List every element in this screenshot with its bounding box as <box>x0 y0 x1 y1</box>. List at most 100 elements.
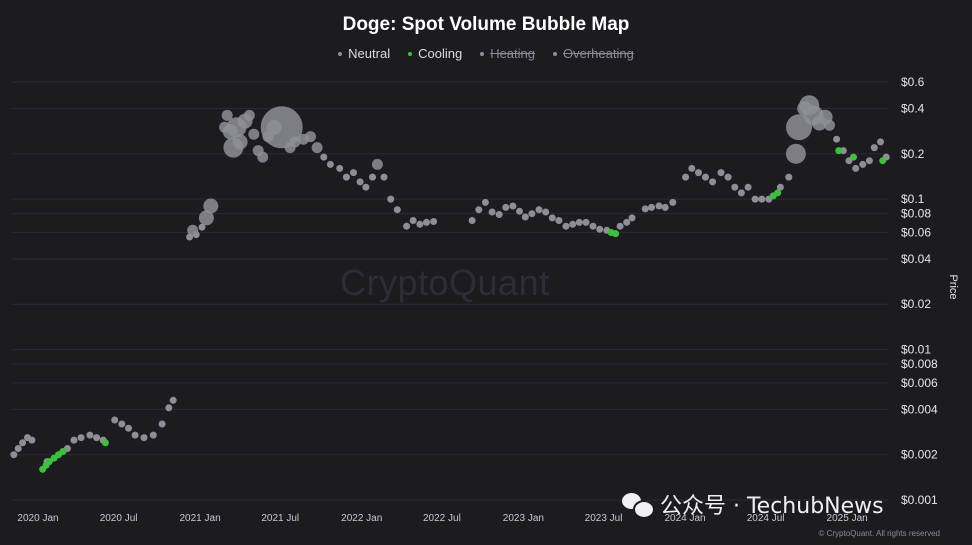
bubble-neutral[interactable] <box>165 404 173 412</box>
bubble-neutral[interactable] <box>695 169 702 177</box>
bubble-neutral[interactable] <box>682 173 690 181</box>
bubble-neutral[interactable] <box>521 213 529 221</box>
bubble-neutral[interactable] <box>785 143 806 164</box>
bubble-neutral[interactable] <box>362 183 370 191</box>
bubble-neutral[interactable] <box>688 164 696 172</box>
bubble-cooling[interactable] <box>59 448 67 455</box>
bubble-neutral[interactable] <box>744 183 752 191</box>
bubble-neutral[interactable] <box>326 160 334 168</box>
bubble-neutral[interactable] <box>509 202 517 210</box>
bubble-neutral[interactable] <box>628 214 636 222</box>
bubble-neutral[interactable] <box>758 195 766 203</box>
legend-item-neutral[interactable]: Neutral <box>338 46 390 61</box>
bubble-neutral[interactable] <box>548 214 556 222</box>
bubble-neutral[interactable] <box>149 431 157 439</box>
bubble-cooling[interactable] <box>612 230 620 238</box>
bubble-neutral[interactable] <box>203 198 219 214</box>
bubble-neutral[interactable] <box>416 220 424 228</box>
bubble-neutral[interactable] <box>19 439 27 447</box>
bubble-neutral[interactable] <box>356 178 364 186</box>
bubble-neutral[interactable] <box>785 173 793 181</box>
bubble-neutral[interactable] <box>555 217 563 224</box>
bubble-neutral[interactable] <box>403 222 411 230</box>
bubble-neutral[interactable] <box>655 202 663 210</box>
bubble-neutral[interactable] <box>528 210 536 218</box>
bubble-neutral[interactable] <box>198 210 214 226</box>
bubble-neutral[interactable] <box>751 195 759 203</box>
bubble-neutral[interactable] <box>824 119 835 131</box>
bubble-neutral[interactable] <box>575 218 583 226</box>
bubble-neutral[interactable] <box>369 173 376 181</box>
bubble-neutral[interactable] <box>86 431 94 439</box>
bubble-neutral[interactable] <box>387 195 395 203</box>
bubble-neutral[interactable] <box>28 436 36 444</box>
bubble-neutral[interactable] <box>192 231 200 239</box>
bubble-neutral[interactable] <box>409 217 417 224</box>
bubble-neutral[interactable] <box>731 183 739 191</box>
bubble-neutral[interactable] <box>221 109 233 121</box>
bubble-neutral[interactable] <box>669 198 677 206</box>
bubble-neutral[interactable] <box>516 207 523 215</box>
bubble-neutral[interactable] <box>468 217 476 224</box>
bubble-neutral[interactable] <box>648 203 655 211</box>
bubble-neutral[interactable] <box>582 218 590 226</box>
bubble-neutral[interactable] <box>702 173 709 181</box>
bubble-cooling[interactable] <box>879 157 887 165</box>
bubble-cooling[interactable] <box>774 189 782 197</box>
legend-item-heating[interactable]: Heating <box>480 46 535 61</box>
bubble-neutral[interactable] <box>495 211 503 218</box>
bubble-neutral[interactable] <box>10 451 18 459</box>
bubble-neutral[interactable] <box>852 164 860 172</box>
bubble-neutral[interactable] <box>724 173 732 181</box>
bubble-neutral[interactable] <box>859 160 867 168</box>
bubble-neutral[interactable] <box>833 135 841 143</box>
bubble-neutral[interactable] <box>371 158 383 170</box>
bubble-neutral[interactable] <box>140 434 148 442</box>
bubble-neutral[interactable] <box>423 218 430 226</box>
bubble-neutral[interactable] <box>776 183 784 191</box>
bubble-neutral[interactable] <box>589 222 597 230</box>
bubble-neutral[interactable] <box>350 169 357 177</box>
bubble-neutral[interactable] <box>542 208 550 216</box>
bubble-neutral[interactable] <box>616 222 624 230</box>
bubble-neutral[interactable] <box>569 220 577 228</box>
bubble-neutral[interactable] <box>535 206 543 214</box>
bubble-neutral[interactable] <box>111 416 119 424</box>
bubble-neutral[interactable] <box>502 203 510 211</box>
bubble-neutral[interactable] <box>475 206 483 214</box>
legend-item-cooling[interactable]: Cooling <box>408 46 462 61</box>
bubble-neutral[interactable] <box>393 206 401 214</box>
bubble-neutral[interactable] <box>342 173 350 181</box>
bubble-neutral[interactable] <box>70 436 78 444</box>
bubble-neutral[interactable] <box>257 151 269 163</box>
bubble-neutral[interactable] <box>198 223 206 231</box>
bubble-neutral[interactable] <box>77 434 85 442</box>
bubble-neutral[interactable] <box>877 138 884 146</box>
bubble-neutral[interactable] <box>870 144 878 152</box>
bubble-neutral[interactable] <box>641 205 649 213</box>
bubble-neutral[interactable] <box>93 434 101 442</box>
bubble-neutral[interactable] <box>623 218 631 226</box>
bubble-neutral[interactable] <box>169 396 177 404</box>
bubble-neutral[interactable] <box>709 178 717 186</box>
bubble-neutral[interactable] <box>717 169 725 177</box>
bubble-neutral[interactable] <box>336 164 344 172</box>
bubble-neutral[interactable] <box>481 198 489 206</box>
bubble-neutral[interactable] <box>14 445 22 452</box>
bubble-cooling[interactable] <box>101 439 109 447</box>
bubble-neutral[interactable] <box>243 109 255 121</box>
bubble-cooling[interactable] <box>45 458 53 466</box>
bubble-neutral[interactable] <box>661 203 669 211</box>
bubble-neutral[interactable] <box>232 134 248 150</box>
bubble-neutral[interactable] <box>125 424 132 432</box>
bubble-neutral[interactable] <box>380 173 388 181</box>
bubble-cooling[interactable] <box>835 147 843 155</box>
bubble-neutral[interactable] <box>311 142 323 154</box>
bubble-neutral[interactable] <box>596 225 604 233</box>
bubble-neutral[interactable] <box>118 420 126 428</box>
bubble-neutral[interactable] <box>305 131 316 143</box>
bubble-neutral[interactable] <box>488 208 496 216</box>
legend-item-overheating[interactable]: Overheating <box>553 46 634 61</box>
bubble-neutral[interactable] <box>131 431 139 439</box>
bubble-neutral[interactable] <box>248 128 260 140</box>
